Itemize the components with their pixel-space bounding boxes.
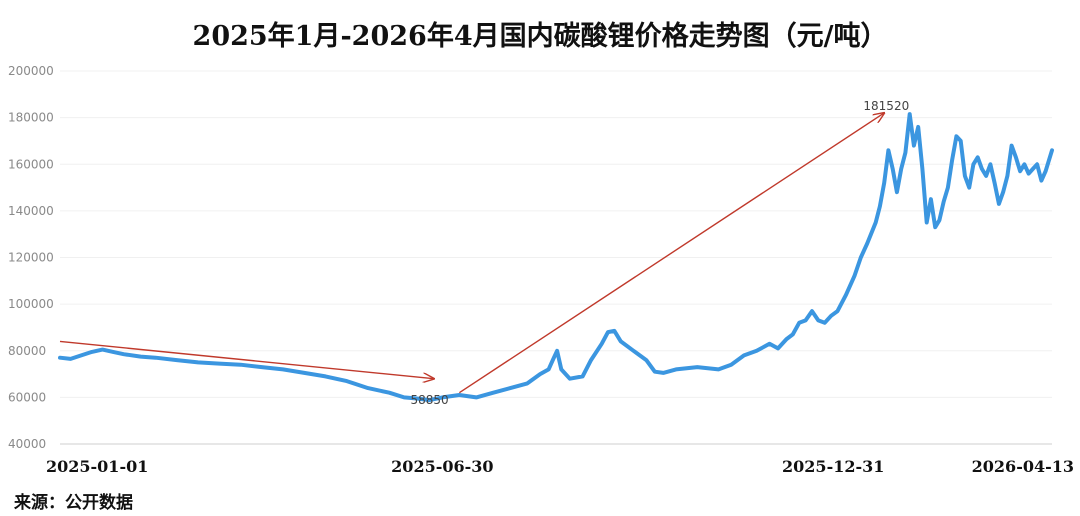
y-tick-80000: 80000 xyxy=(8,344,46,358)
y-tick-120000: 120000 xyxy=(8,251,54,265)
y-tick-60000: 60000 xyxy=(8,390,46,404)
chart-title: 2025年1月-2026年4月国内碳酸锂价格走势图（元/吨） xyxy=(192,21,888,52)
trend-arrows xyxy=(59,113,884,394)
y-axis: 40000 60000 80000 100000 120000 140000 160000 1… xyxy=(8,64,54,451)
x-axis: 2025-01-01 2025-06-30 2025-12-31 2026-04-13 xyxy=(46,457,1074,476)
data-label-181520: 181520 xyxy=(863,99,909,113)
y-tick-140000: 140000 xyxy=(8,204,54,218)
y-tick-100000: 100000 xyxy=(8,297,54,311)
data-label-58850: 58850 xyxy=(411,393,449,407)
x-tick-2025-06-30: 2025-06-30 xyxy=(391,457,493,476)
series-line xyxy=(58,112,1054,403)
y-tick-180000: 180000 xyxy=(8,111,54,125)
source-note: 来源：公开数据 xyxy=(14,493,133,513)
trend-arrow-1 xyxy=(59,340,434,378)
x-tick-2025-01-01: 2025-01-01 xyxy=(46,457,148,476)
y-tick-200000: 200000 xyxy=(8,64,54,78)
gridlines xyxy=(60,70,1052,445)
x-tick-2025-12-31: 2025-12-31 xyxy=(782,457,884,476)
price-line xyxy=(58,112,1054,403)
y-tick-40000: 40000 xyxy=(8,437,46,451)
trend-arrow-2 xyxy=(458,113,884,394)
x-tick-2026-04-13: 2026-04-13 xyxy=(972,457,1074,476)
y-tick-160000: 160000 xyxy=(8,157,54,171)
data-labels: 58850 181520 xyxy=(411,99,910,407)
